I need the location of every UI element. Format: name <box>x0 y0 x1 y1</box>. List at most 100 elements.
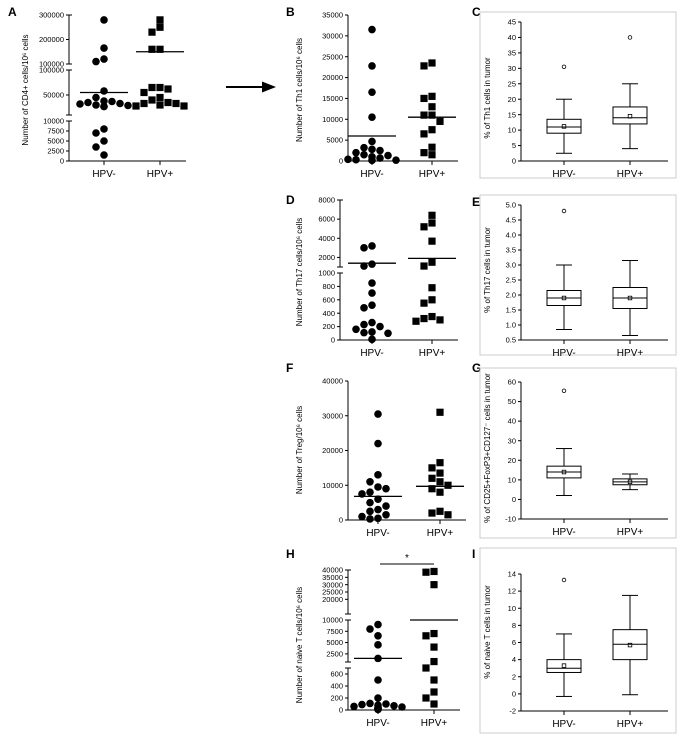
y-tick-label: 35 <box>508 48 516 57</box>
data-point-hpvpos <box>428 219 436 227</box>
data-point-hpvpos <box>420 111 428 119</box>
data-point-hpvpos <box>428 151 436 159</box>
y-tick-label: 35000 <box>322 573 343 582</box>
y-tick-label: 50 <box>508 397 516 406</box>
y-tick-label: 4000 <box>318 234 335 243</box>
y-tick-label: 15000 <box>322 94 343 103</box>
data-point-hpvneg <box>360 328 368 337</box>
panel-letter-a: A <box>8 5 17 19</box>
y-axis-label: % of CD25+FoxP3+CD127⁻ cells in tumor <box>483 373 492 523</box>
y-tick-label: 30 <box>508 64 516 73</box>
data-point-hpvneg <box>368 242 376 250</box>
panel-i: I % of naive T cells in tumor -2 0 2 4 6 8 10 12 1… <box>472 547 677 734</box>
data-point-hpvneg <box>374 471 382 479</box>
data-point-hpvpos <box>428 237 436 245</box>
y-tick-label: 30000 <box>322 580 343 589</box>
data-point-hpvpos <box>156 23 164 31</box>
data-point-hpvpos <box>428 59 436 67</box>
data-point-hpvpos <box>428 485 436 493</box>
data-point-hpvpos <box>428 143 436 151</box>
y-tick-label: 8000 <box>318 196 335 205</box>
mean-marker <box>561 295 567 301</box>
y-tick-label: 200000 <box>39 35 64 44</box>
data-point-hpvpos <box>420 223 428 231</box>
panel-letter-c: C <box>472 5 481 19</box>
y-tick-label: 10 <box>508 126 516 135</box>
data-point-hpvneg <box>368 301 376 309</box>
x-tick-label: HPV- <box>552 169 575 180</box>
y-tick-label: -2 <box>509 707 516 716</box>
data-point-hpvneg <box>376 322 384 331</box>
x-tick-label: HPV+ <box>421 718 448 729</box>
y-tick-label: 0 <box>339 706 343 715</box>
data-point-hpvneg <box>382 700 390 708</box>
y-tick-label: 5 <box>512 141 516 150</box>
data-point-hpvpos <box>428 509 436 517</box>
y-tick-label: 10000 <box>322 481 343 490</box>
data-point-hpvneg <box>358 700 366 709</box>
data-point-hpvpos <box>428 296 436 304</box>
data-point-hpvpos <box>422 568 430 576</box>
y-tick-label: 30000 <box>322 31 343 40</box>
x-tick-label: HPV- <box>552 527 575 538</box>
data-point-hpvpos <box>420 94 428 103</box>
data-point-hpvneg <box>368 289 376 297</box>
y-tick-label: 10 <box>508 604 516 613</box>
data-point-hpvneg <box>100 125 108 133</box>
data-point-hpvneg <box>360 320 368 329</box>
data-point-hpvneg <box>350 702 358 711</box>
y-axis-label: % of Th17 cells in tumor <box>483 227 492 313</box>
data-point-hpvneg <box>374 694 382 702</box>
data-point-hpvpos <box>430 643 438 651</box>
y-tick-label: 6 <box>512 638 516 647</box>
data-point-hpvneg <box>374 483 382 491</box>
y-tick-label: 20000 <box>322 595 343 604</box>
panel-e: E % of Th17 cells in tumor 0.5 1.0 1.5 2.0 2.5… <box>472 194 677 359</box>
data-point-hpvpos <box>180 102 188 110</box>
x-tick-label: HPV+ <box>617 348 644 359</box>
data-point-hpvneg <box>100 137 108 145</box>
data-point-hpvneg <box>116 99 124 108</box>
data-point-hpvpos <box>430 629 438 638</box>
y-tick-label: 3.5 <box>506 246 516 255</box>
data-point-hpvneg <box>390 702 398 710</box>
data-point-hpvneg <box>100 87 108 95</box>
data-point-hpvpos <box>428 464 436 472</box>
data-point-hpvpos <box>430 688 438 696</box>
data-point-hpvneg <box>358 512 366 521</box>
panel-letter-g: G <box>472 361 481 375</box>
data-point-hpvneg <box>108 97 116 106</box>
data-point-hpvpos <box>436 469 444 477</box>
data-point-hpvpos <box>430 657 438 666</box>
mean-marker <box>627 479 633 485</box>
data-point-hpvpos <box>420 130 428 138</box>
data-point-hpvneg <box>84 98 92 107</box>
y-axis-label: % of Th1 cells in tumor <box>483 57 492 139</box>
y-tick-label: 60 <box>508 378 516 387</box>
outlier-point <box>627 35 633 40</box>
y-tick-label: 0 <box>339 516 343 525</box>
data-point-hpvneg <box>366 488 374 497</box>
data-point-hpvpos <box>140 99 148 108</box>
significance-star: * <box>405 553 409 564</box>
data-point-hpvpos <box>436 507 444 515</box>
data-point-hpvneg <box>384 329 392 338</box>
y-tick-label: -10 <box>505 515 516 524</box>
y-tick-label: 15 <box>508 110 516 119</box>
data-point-hpvpos <box>436 459 444 467</box>
data-point-hpvneg <box>92 57 100 66</box>
data-point-hpvpos <box>132 102 140 110</box>
data-point-hpvpos <box>436 408 444 416</box>
y-tick-label: 0 <box>339 157 343 166</box>
outlier-point <box>561 208 567 214</box>
y-tick-label: 25 <box>508 79 516 88</box>
x-tick-label: HPV+ <box>617 719 644 730</box>
mean-marker <box>561 124 567 129</box>
data-point-hpvneg <box>382 484 390 493</box>
data-point-hpvneg <box>368 62 376 70</box>
box-iqr <box>612 106 648 125</box>
data-point-hpvpos <box>428 211 436 219</box>
data-point-hpvneg <box>92 93 100 102</box>
data-point-hpvpos <box>420 299 428 307</box>
